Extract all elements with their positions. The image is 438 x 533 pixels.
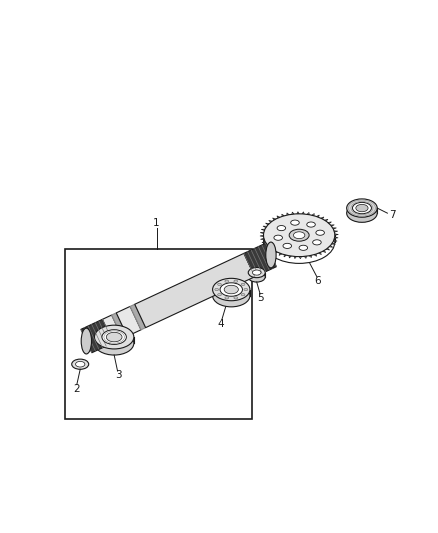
Ellipse shape bbox=[234, 297, 238, 299]
Polygon shape bbox=[294, 256, 297, 259]
Ellipse shape bbox=[293, 232, 305, 239]
Ellipse shape bbox=[212, 278, 250, 301]
Polygon shape bbox=[329, 246, 333, 247]
Polygon shape bbox=[267, 247, 271, 248]
Text: 3: 3 bbox=[115, 370, 121, 381]
Polygon shape bbox=[328, 222, 332, 224]
Polygon shape bbox=[289, 256, 291, 258]
Polygon shape bbox=[312, 214, 314, 216]
Polygon shape bbox=[299, 256, 301, 259]
Ellipse shape bbox=[291, 220, 299, 225]
Polygon shape bbox=[244, 243, 276, 277]
Polygon shape bbox=[116, 306, 141, 336]
Polygon shape bbox=[284, 255, 286, 257]
Polygon shape bbox=[332, 243, 336, 244]
Polygon shape bbox=[261, 229, 265, 231]
Polygon shape bbox=[287, 213, 289, 215]
Ellipse shape bbox=[234, 280, 238, 282]
Polygon shape bbox=[297, 212, 299, 214]
Bar bbox=[65, 249, 251, 418]
Text: 1: 1 bbox=[153, 219, 160, 228]
Ellipse shape bbox=[283, 244, 292, 248]
Polygon shape bbox=[270, 249, 274, 251]
Ellipse shape bbox=[356, 204, 368, 212]
Polygon shape bbox=[332, 228, 336, 229]
Text: 6: 6 bbox=[314, 277, 321, 286]
Polygon shape bbox=[335, 237, 338, 238]
Polygon shape bbox=[262, 241, 266, 243]
Polygon shape bbox=[334, 231, 338, 232]
Ellipse shape bbox=[299, 245, 307, 251]
Text: 7: 7 bbox=[389, 210, 396, 220]
Ellipse shape bbox=[72, 359, 88, 369]
Polygon shape bbox=[318, 253, 321, 255]
Polygon shape bbox=[81, 319, 113, 353]
Polygon shape bbox=[275, 252, 278, 254]
Ellipse shape bbox=[264, 214, 335, 256]
Ellipse shape bbox=[277, 225, 286, 231]
Polygon shape bbox=[112, 313, 127, 338]
Polygon shape bbox=[322, 251, 326, 253]
Polygon shape bbox=[263, 226, 267, 228]
Polygon shape bbox=[264, 244, 268, 246]
Polygon shape bbox=[314, 254, 317, 256]
Ellipse shape bbox=[248, 268, 265, 278]
Ellipse shape bbox=[241, 283, 245, 286]
Polygon shape bbox=[326, 248, 329, 250]
Text: 4: 4 bbox=[218, 319, 224, 329]
Ellipse shape bbox=[225, 280, 229, 282]
Polygon shape bbox=[260, 232, 264, 233]
Ellipse shape bbox=[95, 325, 134, 349]
Polygon shape bbox=[331, 225, 334, 227]
Polygon shape bbox=[279, 253, 282, 255]
Ellipse shape bbox=[347, 204, 377, 222]
Polygon shape bbox=[333, 240, 337, 241]
Ellipse shape bbox=[347, 199, 377, 217]
Polygon shape bbox=[325, 219, 328, 221]
Ellipse shape bbox=[225, 297, 229, 299]
Ellipse shape bbox=[224, 285, 238, 294]
Ellipse shape bbox=[248, 272, 265, 282]
Polygon shape bbox=[282, 214, 284, 216]
Ellipse shape bbox=[244, 288, 248, 290]
Polygon shape bbox=[277, 216, 280, 218]
Polygon shape bbox=[321, 217, 324, 219]
Ellipse shape bbox=[307, 222, 315, 227]
Ellipse shape bbox=[316, 230, 325, 235]
Polygon shape bbox=[269, 220, 272, 222]
Ellipse shape bbox=[353, 203, 371, 214]
Ellipse shape bbox=[75, 361, 85, 367]
Polygon shape bbox=[102, 315, 123, 343]
Ellipse shape bbox=[212, 285, 250, 307]
Ellipse shape bbox=[218, 294, 221, 296]
Polygon shape bbox=[265, 223, 269, 225]
Polygon shape bbox=[317, 215, 319, 217]
Ellipse shape bbox=[218, 283, 221, 286]
Ellipse shape bbox=[81, 328, 92, 354]
Polygon shape bbox=[307, 213, 309, 215]
Ellipse shape bbox=[95, 332, 134, 355]
Ellipse shape bbox=[252, 270, 261, 275]
Text: 5: 5 bbox=[258, 293, 264, 303]
Ellipse shape bbox=[266, 242, 276, 268]
Text: 2: 2 bbox=[73, 384, 79, 394]
Polygon shape bbox=[260, 235, 264, 237]
Polygon shape bbox=[135, 253, 255, 328]
Ellipse shape bbox=[274, 235, 283, 240]
Polygon shape bbox=[292, 212, 294, 214]
Polygon shape bbox=[261, 238, 264, 240]
Ellipse shape bbox=[313, 240, 321, 245]
Ellipse shape bbox=[102, 330, 126, 344]
Ellipse shape bbox=[241, 294, 245, 296]
Polygon shape bbox=[302, 212, 304, 214]
Polygon shape bbox=[309, 255, 311, 257]
Ellipse shape bbox=[215, 288, 219, 290]
Polygon shape bbox=[335, 234, 338, 235]
Polygon shape bbox=[272, 218, 276, 220]
Ellipse shape bbox=[289, 229, 309, 241]
Ellipse shape bbox=[220, 283, 243, 296]
Ellipse shape bbox=[106, 332, 122, 342]
Polygon shape bbox=[304, 256, 307, 259]
Polygon shape bbox=[130, 304, 146, 330]
